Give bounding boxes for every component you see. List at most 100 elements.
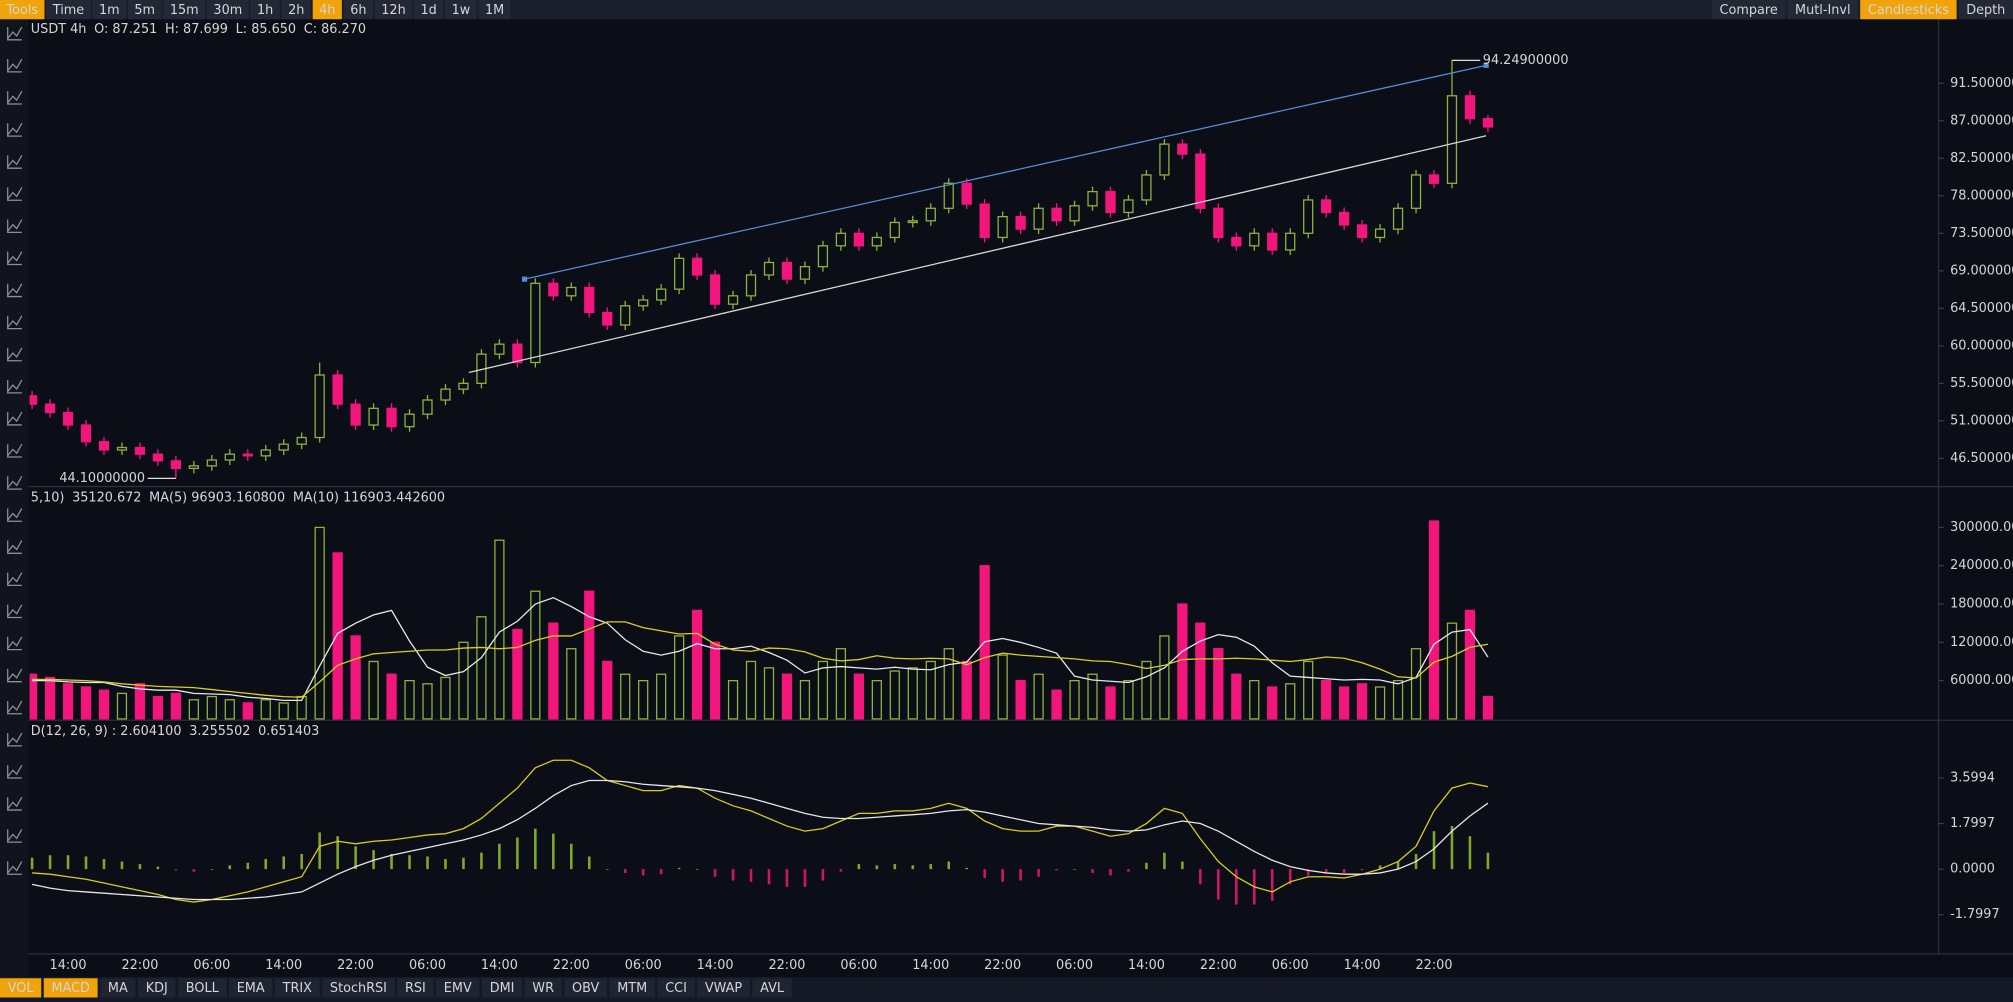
tool-icon[interactable] — [7, 796, 23, 811]
timeframe-button[interactable]: 1M — [478, 0, 511, 20]
timeframe-button[interactable]: 1d — [414, 0, 444, 20]
tab-bg[interactable] — [0, 978, 42, 998]
button-bg[interactable] — [250, 0, 280, 20]
button-bg[interactable] — [478, 0, 511, 20]
button-label[interactable]: 5m — [134, 3, 155, 18]
button-bg[interactable] — [92, 0, 127, 20]
tab-bg[interactable] — [752, 978, 792, 998]
tool-icon[interactable] — [7, 861, 23, 875]
indicator-tab[interactable]: StochRSI — [322, 978, 395, 998]
tool-icon[interactable] — [7, 443, 23, 458]
tool-icon[interactable] — [7, 829, 23, 843]
tool-icon[interactable] — [7, 315, 23, 330]
trend-handle[interactable] — [1483, 62, 1489, 68]
trend-handle[interactable] — [521, 276, 528, 282]
tab-bg[interactable] — [524, 978, 562, 998]
button-label[interactable]: 1w — [452, 3, 471, 18]
tab-label[interactable]: EMA — [237, 981, 265, 996]
indicator-tab[interactable]: BOLL — [178, 978, 227, 998]
timeframe-button[interactable]: 4h — [312, 0, 342, 20]
tool-icon[interactable] — [7, 26, 23, 41]
button-label[interactable]: 30m — [213, 3, 242, 18]
tab-label[interactable]: TRIX — [282, 981, 313, 996]
tab-label[interactable]: StochRSI — [330, 981, 387, 996]
timeframe-button[interactable]: 5m — [127, 0, 162, 20]
timeframe-button[interactable]: 1h — [250, 0, 280, 20]
indicator-tab[interactable]: MTM — [609, 978, 655, 998]
tool-icon[interactable] — [7, 155, 23, 169]
indicator-tab[interactable]: RSI — [397, 978, 434, 998]
indicator-tab[interactable]: DMI — [481, 978, 523, 998]
tab-label[interactable]: WR — [532, 981, 554, 996]
button-bg[interactable] — [281, 0, 311, 20]
button-bg[interactable] — [1860, 0, 1957, 20]
tab-label[interactable]: OBV — [572, 981, 600, 996]
view-button[interactable]: Candlesticks — [1860, 0, 1957, 20]
tool-icon[interactable] — [7, 90, 23, 105]
tool-icon[interactable] — [7, 283, 23, 298]
tool-icon[interactable] — [7, 732, 23, 747]
button-label[interactable]: 4h — [319, 3, 335, 18]
tab-label[interactable]: BOLL — [186, 981, 220, 996]
button-label[interactable]: 15m — [170, 3, 199, 18]
button-bg[interactable] — [163, 0, 206, 20]
button-label[interactable]: 2h — [288, 3, 304, 18]
tab-bg[interactable] — [100, 978, 136, 998]
tab-label[interactable]: KDJ — [146, 981, 168, 996]
tool-icon[interactable] — [7, 540, 23, 554]
tab-label[interactable]: MACD — [51, 981, 90, 996]
tool-icon[interactable] — [7, 508, 23, 522]
timeframe-button[interactable]: Time — [46, 0, 91, 20]
timeframe-button[interactable]: 6h — [343, 0, 373, 20]
indicator-tab[interactable]: TRIX — [274, 978, 320, 998]
view-button[interactable]: Depth — [1958, 0, 2013, 20]
button-label[interactable]: 1h — [257, 3, 273, 18]
button-bg[interactable] — [1787, 0, 1859, 20]
tab-label[interactable]: DMI — [490, 981, 515, 996]
indicator-tab[interactable]: VWAP — [697, 978, 750, 998]
indicator-tab[interactable]: MA — [100, 978, 136, 998]
button-bg[interactable] — [343, 0, 373, 20]
tab-bg[interactable] — [657, 978, 695, 998]
tab-label[interactable]: CCI — [665, 981, 687, 996]
tab-label[interactable]: RSI — [405, 981, 426, 996]
timeframe-button[interactable]: Tools — [0, 0, 45, 20]
timeframe-button[interactable]: 15m — [163, 0, 206, 20]
button-label[interactable]: Compare — [1720, 3, 1778, 18]
tool-icon[interactable] — [7, 347, 23, 362]
timeframe-button[interactable]: 2h — [281, 0, 311, 20]
tool-icon[interactable] — [7, 636, 23, 651]
button-bg[interactable] — [1711, 0, 1786, 20]
indicator-tab[interactable]: EMV — [436, 978, 480, 998]
indicator-tab[interactable]: AVL — [752, 978, 792, 998]
button-label[interactable]: Time — [52, 3, 85, 18]
button-label[interactable]: 12h — [381, 3, 405, 18]
button-bg[interactable] — [374, 0, 413, 20]
button-label[interactable]: Tools — [5, 3, 38, 18]
tab-bg[interactable] — [138, 978, 176, 998]
view-button[interactable]: Compare — [1711, 0, 1786, 20]
timeframe-button[interactable]: 12h — [374, 0, 413, 20]
indicator-tab[interactable]: EMA — [229, 978, 273, 998]
view-button[interactable]: Mutl-Invl — [1787, 0, 1859, 20]
tool-icon[interactable] — [7, 379, 23, 394]
indicator-tab[interactable]: OBV — [564, 978, 607, 998]
timeframe-button[interactable]: 1m — [92, 0, 127, 20]
button-bg[interactable] — [0, 0, 45, 20]
button-label[interactable]: 1M — [485, 3, 504, 18]
indicator-tab[interactable]: KDJ — [138, 978, 176, 998]
tool-icon[interactable] — [7, 668, 23, 683]
timeframe-button[interactable]: 1w — [445, 0, 477, 20]
tab-bg[interactable] — [697, 978, 750, 998]
button-label[interactable]: 6h — [350, 3, 366, 18]
button-label[interactable]: Depth — [1966, 3, 2005, 18]
tool-icon[interactable] — [7, 187, 23, 201]
tool-icon[interactable] — [7, 251, 23, 266]
timeframe-button[interactable]: 30m — [207, 0, 249, 20]
button-bg[interactable] — [1958, 0, 2013, 20]
tool-icon[interactable] — [7, 764, 23, 779]
tool-icon[interactable] — [7, 219, 23, 234]
indicator-tab[interactable]: VOL — [0, 978, 42, 998]
indicator-tab[interactable]: WR — [524, 978, 562, 998]
button-bg[interactable] — [207, 0, 249, 20]
